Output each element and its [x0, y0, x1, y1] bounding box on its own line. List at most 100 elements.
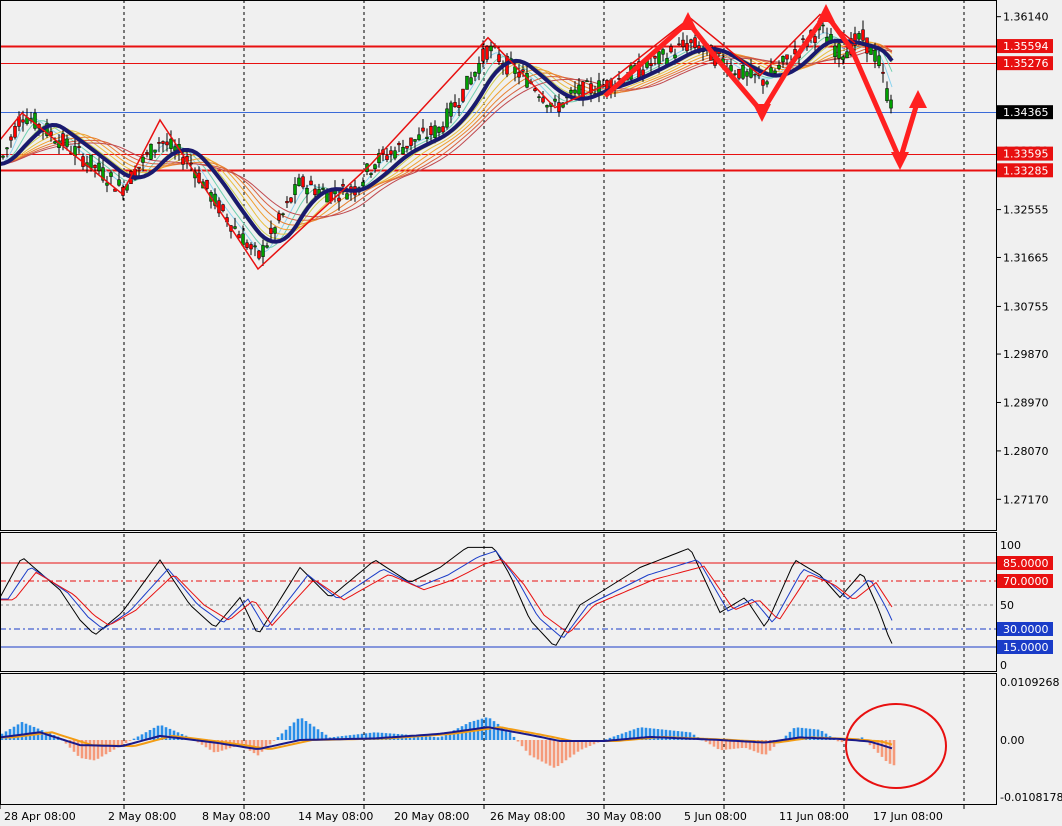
oscillator-level-tag [997, 574, 1053, 588]
oscillator-scale-label: 0 [1000, 659, 1007, 672]
candle-body [21, 119, 25, 123]
price-level-label: 1.35594 [1003, 40, 1049, 53]
macd-bar [860, 737, 864, 740]
macd-bar [148, 730, 152, 740]
price-level-label: 1.33285 [1003, 164, 1049, 177]
oscillator-level-label: 70.0000 [1003, 575, 1049, 588]
macd-bar [276, 737, 280, 740]
macd-bar [624, 732, 628, 740]
macd-bar [92, 740, 96, 761]
price-levels [0, 45, 997, 172]
candle-body [453, 102, 457, 108]
oscillator-level-label: 30.0000 [1003, 623, 1049, 636]
arrow-head [679, 12, 697, 30]
oscillator-level-tag [997, 556, 1053, 570]
macd-bar [160, 725, 164, 740]
candle-body [165, 141, 169, 146]
macd-bar [676, 731, 680, 740]
macd-bar [444, 734, 448, 740]
candle-body [309, 180, 313, 185]
macd-bar [720, 740, 724, 751]
candle-body [49, 131, 53, 136]
candle-body [233, 226, 237, 229]
macd-bar [216, 740, 220, 752]
macd-bar [508, 732, 512, 740]
price-tick-label: 1.29870 [1003, 348, 1049, 361]
macd-scale-label: 0.0109268 [1000, 676, 1060, 689]
macd-bar [616, 735, 620, 740]
macd-bar [368, 732, 372, 740]
candle-body [277, 213, 281, 221]
candle-body [301, 176, 305, 188]
macd-bar [628, 730, 632, 740]
candle-body [773, 70, 777, 74]
macd-bar [528, 740, 532, 756]
candle-body [389, 150, 393, 155]
macd-bar [532, 740, 536, 758]
macd-bar [8, 729, 12, 740]
macd-bar [424, 736, 428, 740]
macd-bar [888, 740, 892, 764]
candle-body [9, 136, 13, 141]
macd-bar [280, 733, 284, 740]
candle-body [445, 108, 449, 128]
price-tick-label: 1.31665 [1003, 251, 1049, 264]
candle-body [457, 105, 461, 108]
macd-bar [12, 726, 16, 740]
candle-body [425, 136, 429, 139]
macd-bar [688, 732, 692, 740]
candle-body [157, 142, 161, 144]
candle-body [761, 79, 765, 86]
time-grid [123, 0, 965, 805]
time-axis: 28 Apr 08:00 2 May 08:00 8 May 08:00 14 May… [0, 805, 965, 823]
macd-bar [268, 740, 272, 745]
candle-body [553, 98, 557, 102]
candle-body [489, 45, 493, 52]
candle-body [189, 162, 193, 165]
candle-body [345, 193, 349, 200]
macd-bar [376, 732, 380, 740]
candle-body [537, 96, 541, 98]
macd-bar [124, 740, 128, 743]
arrow-head [891, 152, 909, 170]
macd-bar [64, 740, 68, 744]
ribbon-line [0, 48, 893, 218]
macd-bar [384, 733, 388, 740]
price-level-tag [997, 56, 1053, 71]
macd-scale-label: -0.0108178 [1000, 791, 1062, 804]
macd-bar [704, 740, 708, 742]
candle-body [265, 245, 269, 248]
macd-bar [592, 740, 596, 745]
macd-bar [836, 740, 840, 742]
macd-bar [428, 736, 432, 740]
macd-bar [420, 735, 424, 740]
candle-body [237, 234, 241, 239]
candle-body [289, 197, 293, 203]
candle-body [109, 172, 113, 177]
macd-bar [580, 740, 584, 750]
macd-bar [620, 733, 624, 740]
macd-bar [352, 734, 356, 740]
candle-body [653, 56, 657, 59]
candle-body [249, 244, 253, 250]
macd-bar [792, 728, 796, 740]
oscillator-level-label: 85.0000 [1003, 557, 1049, 570]
candle-body [449, 102, 453, 117]
price-pane[interactable] [0, 0, 997, 530]
macd-bar [880, 740, 884, 757]
candle-body [401, 146, 405, 155]
candle-body [873, 49, 877, 62]
macd-bar [760, 740, 764, 755]
macd-bar [640, 727, 644, 740]
macd-bar [788, 731, 792, 740]
candle-body [1, 155, 5, 158]
macd-bar [288, 726, 292, 740]
macd-bar [656, 729, 660, 740]
candle-body [837, 43, 841, 59]
candle-body [409, 137, 413, 146]
macd-bar [312, 726, 316, 740]
candle-body [341, 184, 345, 187]
candle-body [393, 150, 397, 159]
forecast-arrows [603, 4, 927, 170]
